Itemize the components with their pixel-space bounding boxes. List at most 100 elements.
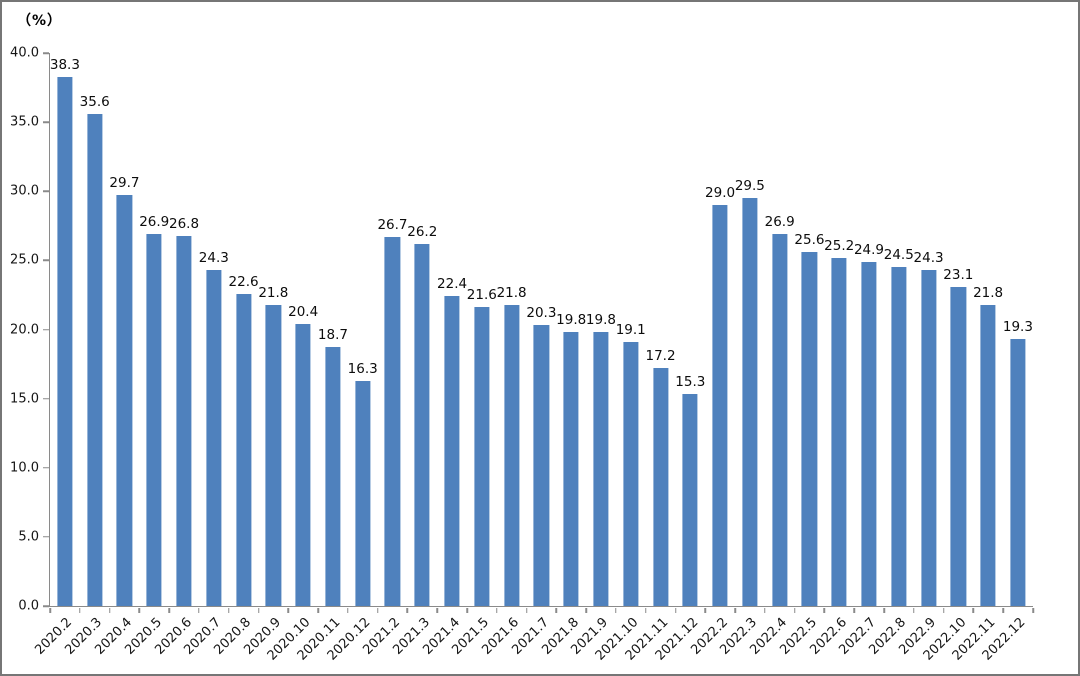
bar [980,304,996,606]
bar [623,341,639,606]
y-tick-label: 40.0 [10,45,39,61]
bar [325,347,341,606]
y-tick-label: 25.0 [10,252,39,268]
x-tick-mark [496,607,498,613]
category-slot: 16.3 2020.12 [325,53,378,664]
bar-value-label: 25.6 [794,232,825,249]
bar-value-label: 20.3 [526,305,557,322]
bar [682,394,698,606]
bar [831,257,847,606]
category-slot: 15.3 2021.12 [652,53,705,663]
bar [57,76,73,606]
category-slot: 26.9 2020.5 [122,53,169,658]
bar-value-label: 29.0 [705,185,736,202]
category-slot: 35.6 2020.3 [62,53,110,658]
x-tick-mark [764,607,766,613]
category-slot: 25.2 2022.6 [807,53,855,658]
bar-value-label: 24.5 [883,247,914,264]
x-tick-mark [853,607,856,613]
bar [891,267,907,606]
bar [235,293,252,606]
x-tick-mark [1032,607,1034,613]
category-slot: 19.8 2021.8 [539,53,587,658]
y-axis-unit-label: （%） [17,13,63,29]
bar-value-label: 20.4 [288,303,319,320]
bar [563,332,579,606]
bar [533,325,549,606]
category-slot: 25.6 2022.5 [777,53,825,658]
bar-value-label: 16.3 [347,360,378,377]
y-tick-mark [42,328,49,331]
category-slot: 23.1 2022.10 [920,53,974,664]
bar-value-label: 19.3 [1002,319,1033,336]
category-slot: 20.3 2021.7 [509,53,557,657]
category-slot: 21.6 2021.5 [450,53,497,657]
plot-area: 0.0 5.0 10.0 15.0 20.0 25.0 30.0 35.0 40.0 38.3 2… [10,46,1034,664]
bar-value-label: 18.7 [317,327,348,344]
bar [87,113,103,606]
bar-value-label: 21.6 [466,287,497,304]
x-tick-mark [704,607,707,613]
category-slot: 22.4 2021.4 [420,53,467,657]
x-tick-mark [793,607,796,613]
x-tick-mark [168,607,170,613]
bar [920,270,937,606]
bar-value-label: 23.1 [943,266,974,283]
x-tick-mark [347,607,349,613]
bar [444,296,460,606]
y-tick-label: 20.0 [10,322,39,337]
x-tick-mark [615,607,617,613]
bar [146,234,162,606]
bar [652,368,669,606]
y-tick-mark [42,52,49,54]
bar [861,261,877,606]
bar-value-label: 29.5 [734,178,765,195]
y-tick-mark [42,190,49,192]
category-slot: 21.8 2020.9 [241,53,288,658]
y-tick-label: 35.0 [10,114,39,130]
bar-value-label: 19.8 [556,312,587,329]
y-tick-mark [42,121,49,123]
x-tick-mark [287,607,290,613]
bar-value-label: 19.8 [585,312,616,329]
x-tick-mark [79,607,81,613]
x-tick-mark [198,607,200,613]
category-slot: 26.7 2021.2 [360,53,407,658]
bar-value-label: 17.2 [645,348,676,365]
x-tick-mark [972,607,975,613]
category-slot: 24.5 2022.8 [867,53,914,657]
y-tick-mark [42,467,49,469]
bar [772,234,788,606]
x-tick-mark [138,607,141,613]
x-tick-mark [585,607,587,613]
bar-value-label: 29.7 [109,175,140,192]
x-tick-mark [942,607,945,613]
category-slot: 19.1 2021.10 [593,53,646,664]
bar-value-label: 26.9 [764,214,795,231]
bar [355,380,371,606]
x-tick-mark [257,607,260,613]
bar [742,198,758,606]
bar-value-label: 26.2 [407,223,438,240]
bar [384,236,401,606]
x-tick-mark [436,607,438,613]
y-tick-label: 0.0 [18,598,39,614]
bar-value-label: 24.3 [913,250,944,267]
x-tick-mark [823,607,826,613]
category-slot: 18.7 2020.11 [295,53,348,663]
category-slot: 24.9 2022.7 [837,53,884,658]
bar-value-label: 19.1 [615,321,646,338]
category-slot: 17.2 2021.11 [622,53,676,663]
bar-value-label: 35.6 [79,93,110,110]
x-tick-mark [734,607,736,613]
bar [116,195,133,606]
category-slot: 24.3 2022.9 [896,53,944,658]
bar-value-label: 25.2 [824,237,855,254]
y-tick-mark [42,605,49,607]
x-tick-mark [674,607,677,613]
category-slot: 19.8 2021.9 [569,53,616,658]
x-tick-mark [49,607,51,613]
bar-value-label: 21.8 [973,284,1004,301]
category-slot: 29.7 2020.4 [92,53,140,657]
